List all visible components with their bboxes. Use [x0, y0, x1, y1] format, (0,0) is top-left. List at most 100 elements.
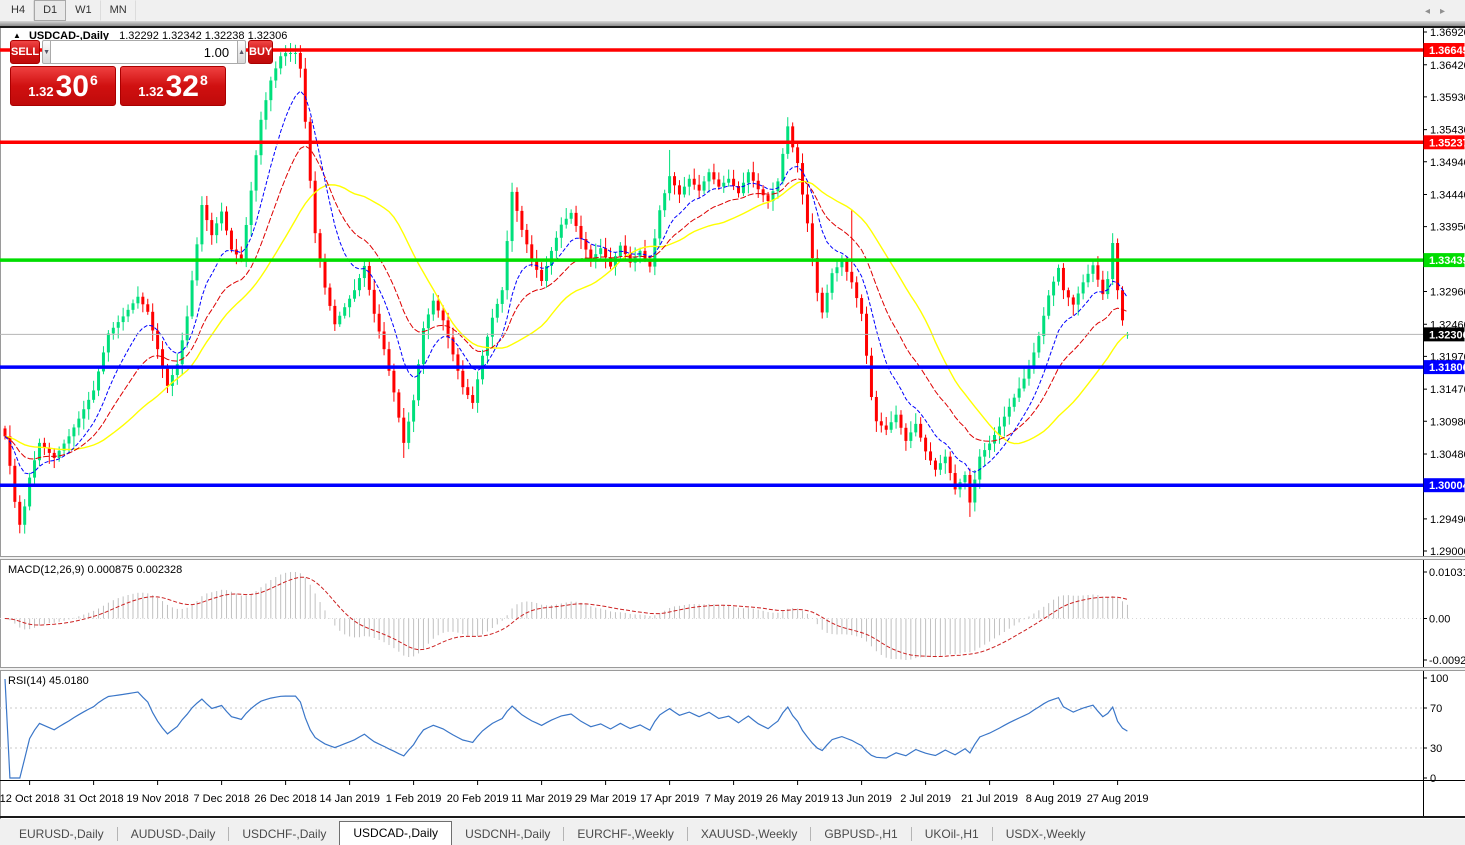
svg-text:1.35430: 1.35430	[1430, 125, 1465, 137]
svg-text:1.32960: 1.32960	[1430, 287, 1465, 299]
one-click-trade-panel: SELL ▼ ▲ BUY 1.32 30 6 1.32 32 8	[10, 40, 274, 106]
price-axis[interactable]: 1.36920 1.36420 1.35930 1.35430 1.34940 1.344…	[1423, 27, 1465, 558]
buy-price-button[interactable]: 1.32 32 8	[120, 66, 226, 106]
timeframe-toolbar: H4 D1 W1 MN	[0, 0, 1465, 21]
tab-gbpusd-h1[interactable]: GBPUSD-,H1	[824, 827, 898, 841]
svg-text:-0.009203: -0.009203	[1429, 655, 1465, 667]
svg-text:11 Mar 2019: 11 Mar 2019	[511, 793, 572, 805]
svg-text:19 Nov 2018: 19 Nov 2018	[126, 793, 188, 805]
tab-usdchf-daily[interactable]: USDCHF-,Daily	[242, 827, 327, 841]
tab-usdx-weekly[interactable]: USDX-,Weekly	[1005, 827, 1086, 841]
svg-text:13 Jun 2019: 13 Jun 2019	[831, 793, 892, 805]
timeframe-button-w1[interactable]: W1	[66, 0, 101, 21]
svg-text:27 Aug 2019: 27 Aug 2019	[1087, 793, 1149, 805]
volume-input[interactable]	[51, 40, 238, 64]
svg-text:2 Jul 2019: 2 Jul 2019	[900, 793, 951, 805]
svg-text:1.30980: 1.30980	[1430, 416, 1465, 428]
rsi-line	[4, 678, 1128, 779]
svg-text:14 Jan 2019: 14 Jan 2019	[319, 793, 380, 805]
svg-text:1.36920: 1.36920	[1430, 27, 1465, 39]
chart-title: ▲ USDCAD-,Daily 1.32292 1.32342 1.32238 …	[13, 30, 287, 42]
chart-title-arrow-icon: ▲	[13, 31, 21, 40]
rsi-indicator-label: RSI(14) 45.0180	[8, 675, 89, 687]
svg-text:1.29490: 1.29490	[1430, 514, 1465, 526]
timeframe-button-mn[interactable]: MN	[101, 0, 136, 21]
macd-panel	[0, 572, 1423, 660]
tab-audusd-daily[interactable]: AUDUSD-,Daily	[130, 827, 216, 841]
rsi-panel	[0, 678, 1423, 779]
tab-separator	[228, 827, 230, 841]
tab-eurusd-daily[interactable]: EURUSD-,Daily	[19, 827, 104, 841]
svg-text:30: 30	[1430, 743, 1442, 755]
svg-text:7 Dec 2018: 7 Dec 2018	[193, 793, 249, 805]
svg-text:1.30004: 1.30004	[1429, 480, 1465, 492]
chart-frame	[0, 26, 1465, 818]
svg-text:70: 70	[1430, 703, 1442, 715]
buy-button[interactable]: BUY	[248, 40, 274, 64]
svg-text:26 May 2019: 26 May 2019	[766, 793, 830, 805]
volume-decrease-button[interactable]: ▼	[42, 40, 52, 64]
ma-slow-line	[4, 180, 1128, 451]
svg-text:1.33950: 1.33950	[1430, 222, 1465, 234]
svg-text:1.36645: 1.36645	[1429, 45, 1465, 57]
level-lines[interactable]	[0, 48, 1423, 487]
svg-text:8 Aug 2019: 8 Aug 2019	[1026, 793, 1082, 805]
svg-text:7 May 2019: 7 May 2019	[705, 793, 762, 805]
tab-eurchf-weekly[interactable]: EURCHF-,Weekly	[577, 827, 674, 841]
tab-ukoil-h1[interactable]: UKOil-,H1	[924, 827, 979, 841]
svg-text:1.35930: 1.35930	[1430, 92, 1465, 104]
sell-button[interactable]: SELL	[10, 40, 41, 64]
chart-title-symbol: USDCAD-,Daily	[28, 30, 110, 42]
time-axis[interactable]: 12 Oct 2018 31 Oct 2018 19 Nov 2018 7 Dec 2…	[0, 781, 1148, 805]
svg-text:1.35237: 1.35237	[1429, 137, 1465, 149]
buy-price-pips: 32	[165, 70, 199, 103]
svg-text:31 Oct 2018: 31 Oct 2018	[64, 793, 124, 805]
svg-text:1.34940: 1.34940	[1430, 157, 1465, 169]
tab-separator	[116, 827, 118, 841]
timeframe-button-h4[interactable]: H4	[2, 0, 35, 21]
moving-averages	[4, 90, 1128, 475]
svg-text:1.30480: 1.30480	[1430, 449, 1465, 461]
tab-usdcnh-daily[interactable]: USDCNH-,Daily	[465, 827, 551, 841]
sell-price-pips: 30	[55, 70, 89, 103]
chart-title-ohlc: 1.32292 1.32342 1.32238 1.32306	[119, 30, 288, 42]
buy-price-prefix: 1.32	[138, 84, 164, 99]
svg-text:21 Jul 2019: 21 Jul 2019	[961, 793, 1018, 805]
tabbar-scroll-arrows[interactable]: ◂▸	[1424, 6, 1455, 17]
tab-separator	[910, 827, 912, 841]
svg-text:20 Feb 2019: 20 Feb 2019	[447, 793, 509, 805]
svg-text:1.31806: 1.31806	[1429, 362, 1465, 374]
chart-canvas[interactable]: 1.36920 1.36420 1.35930 1.35430 1.34940 1.344…	[0, 26, 1465, 819]
svg-text:12 Oct 2018: 12 Oct 2018	[0, 793, 60, 805]
svg-text:1.36420: 1.36420	[1430, 60, 1465, 72]
symbol-tabbar: EURUSD-,Daily AUDUSD-,Daily USDCHF-,Daily U…	[0, 819, 1465, 845]
svg-text:100: 100	[1430, 673, 1448, 685]
svg-text:0: 0	[1430, 773, 1436, 785]
tab-separator	[686, 827, 688, 841]
rsi-axis[interactable]: 100 70 30 0	[1423, 673, 1448, 785]
tab-separator	[563, 827, 565, 841]
timeframe-button-d1[interactable]: D1	[34, 0, 67, 21]
svg-text:0.010311: 0.010311	[1429, 567, 1465, 579]
macd-signal-line	[4, 576, 1128, 657]
macd-indicator-label: MACD(12,26,9) 0.000875 0.002328	[8, 564, 183, 576]
svg-text:1 Feb 2019: 1 Feb 2019	[386, 793, 442, 805]
svg-text:1.34440: 1.34440	[1430, 190, 1465, 202]
svg-text:17 Apr 2019: 17 Apr 2019	[640, 793, 699, 805]
tab-separator	[991, 827, 993, 841]
sell-price-prefix: 1.32	[28, 84, 54, 99]
sell-price-button[interactable]: 1.32 30 6	[10, 66, 116, 106]
svg-text:1.31470: 1.31470	[1430, 384, 1465, 396]
svg-text:1.29000: 1.29000	[1430, 546, 1465, 558]
ma-fast-line	[4, 90, 1128, 475]
svg-text:1.33439: 1.33439	[1429, 255, 1465, 267]
tab-xauusd-weekly[interactable]: XAUUSD-,Weekly	[700, 827, 798, 841]
tab-usdcad-daily[interactable]: USDCAD-,Daily	[339, 821, 453, 845]
ma-mid-line	[4, 145, 1128, 460]
macd-axis[interactable]: 0.010311 0.00 -0.009203	[1423, 567, 1465, 667]
volume-increase-button[interactable]: ▲	[237, 40, 246, 64]
tab-separator	[810, 827, 812, 841]
sell-price-point: 6	[89, 72, 98, 88]
svg-text:0.00: 0.00	[1429, 613, 1450, 625]
svg-text:29 Mar 2019: 29 Mar 2019	[575, 793, 637, 805]
